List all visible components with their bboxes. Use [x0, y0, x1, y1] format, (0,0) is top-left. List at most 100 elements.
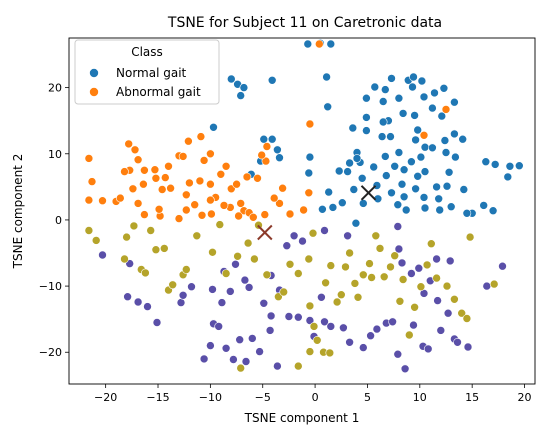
data-point: [377, 132, 387, 141]
data-point: [259, 134, 269, 144]
data-point: [381, 171, 391, 180]
data-point: [334, 166, 344, 176]
data-point: [192, 231, 202, 241]
data-point: [285, 209, 295, 219]
data-point: [262, 270, 272, 280]
data-point: [414, 263, 424, 273]
data-point: [339, 323, 348, 333]
x-axis-label: TSNE component 1: [244, 411, 360, 425]
data-point: [322, 72, 331, 82]
data-point: [184, 136, 193, 146]
plot-area: −20 −15 −10 −5 0 5 10 15 20 −20 −10 0 10 20: [39, 37, 536, 404]
data-point: [371, 231, 381, 241]
data-point: [441, 105, 451, 114]
data-point: [409, 320, 418, 330]
data-point: [450, 129, 459, 139]
x-tick-label: 0: [312, 391, 319, 404]
data-point: [453, 337, 462, 347]
data-point: [178, 290, 188, 300]
data-point: [206, 149, 215, 159]
data-point: [150, 165, 160, 174]
data-point: [343, 231, 352, 241]
data-point: [152, 318, 162, 327]
data-point: [428, 143, 437, 153]
legend: Class Normal gait Abnormal gait: [74, 39, 220, 105]
data-point: [353, 292, 363, 302]
data-point: [365, 259, 374, 268]
data-point: [324, 187, 334, 197]
data-point: [215, 220, 225, 229]
data-point: [233, 251, 242, 261]
data-point: [182, 265, 191, 274]
data-point: [407, 269, 416, 278]
data-point: [190, 200, 199, 209]
data-point: [426, 239, 436, 248]
data-point: [239, 83, 249, 92]
data-point: [463, 342, 473, 352]
data-point: [413, 172, 423, 181]
legend-title: Class: [131, 45, 163, 59]
data-point: [443, 308, 453, 318]
data-point: [432, 273, 441, 283]
data-point: [124, 139, 133, 149]
data-point: [408, 82, 417, 92]
data-point: [242, 172, 252, 182]
data-point: [227, 74, 236, 84]
data-point: [129, 221, 139, 231]
data-point: [407, 157, 416, 166]
data-point: [323, 102, 333, 112]
data-point: [293, 269, 303, 278]
data-point: [419, 131, 429, 140]
data-point: [439, 84, 449, 93]
data-point: [386, 262, 395, 272]
data-point: [445, 256, 455, 266]
data-point: [236, 91, 245, 100]
data-point: [441, 148, 451, 157]
data-point: [410, 302, 419, 312]
data-point: [345, 158, 354, 168]
data-point: [350, 279, 360, 288]
data-point: [139, 179, 148, 189]
data-point: [401, 205, 411, 215]
x-tick-label: 5: [364, 391, 371, 404]
legend-box: [74, 39, 220, 105]
data-point: [98, 196, 107, 205]
data-point: [482, 281, 492, 291]
data-point: [208, 285, 217, 294]
x-tick-label: −10: [199, 391, 222, 404]
data-point: [305, 316, 315, 325]
data-point: [416, 152, 426, 162]
data-point: [293, 361, 303, 371]
data-point: [490, 160, 500, 169]
x-tick-label: 15: [465, 391, 479, 404]
data-point: [250, 254, 259, 264]
data-point: [279, 287, 289, 297]
y-tick-label: 20: [48, 82, 62, 95]
data-point: [394, 244, 404, 254]
data-point: [221, 162, 231, 171]
data-point: [390, 162, 400, 171]
data-point: [442, 281, 452, 291]
data-point: [379, 272, 389, 282]
data-point: [422, 260, 432, 270]
data-point: [130, 145, 140, 155]
data-point: [221, 269, 231, 278]
data-point: [196, 132, 206, 141]
data-point: [266, 311, 276, 321]
data-point: [289, 231, 299, 241]
data-point: [398, 275, 408, 284]
data-point: [457, 308, 467, 318]
data-point: [420, 167, 430, 176]
x-tick-label: −20: [94, 391, 117, 404]
data-point: [123, 292, 132, 302]
data-point: [367, 273, 376, 282]
data-point: [214, 322, 223, 331]
data-point: [305, 301, 315, 311]
y-tick-label: −10: [39, 280, 62, 293]
data-point: [488, 206, 498, 215]
data-point: [417, 76, 427, 86]
data-point: [308, 228, 318, 238]
data-point: [386, 132, 395, 141]
data-point: [217, 298, 227, 307]
